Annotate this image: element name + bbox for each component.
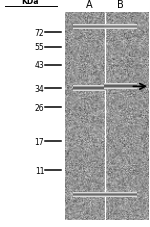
Text: 72: 72 xyxy=(35,29,44,38)
Text: 43: 43 xyxy=(34,61,44,70)
Text: 55: 55 xyxy=(34,43,44,52)
Text: 11: 11 xyxy=(35,166,44,175)
Text: A: A xyxy=(86,0,93,10)
Text: 26: 26 xyxy=(35,103,44,112)
Text: B: B xyxy=(117,0,123,10)
Text: 17: 17 xyxy=(35,137,44,146)
Text: 34: 34 xyxy=(34,84,44,94)
Text: KDa: KDa xyxy=(21,0,39,6)
